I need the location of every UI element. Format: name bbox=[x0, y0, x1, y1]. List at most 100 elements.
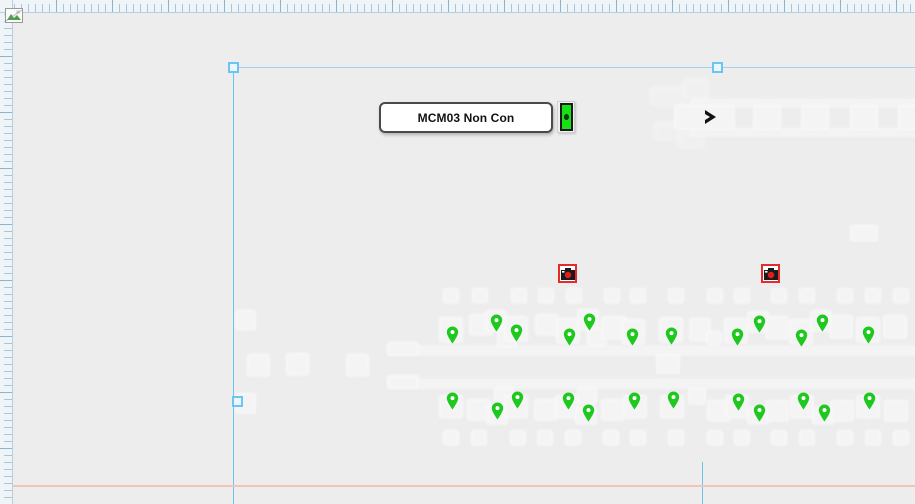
location-pin-icon[interactable] bbox=[863, 392, 876, 410]
ruler-tick bbox=[322, 4, 323, 12]
ruler-tick bbox=[0, 224, 12, 225]
ruler-tick bbox=[4, 252, 12, 253]
equipment-block bbox=[851, 226, 877, 241]
ruler-tick bbox=[833, 4, 834, 12]
location-pin-icon[interactable] bbox=[795, 329, 808, 347]
ruler-tick bbox=[896, 0, 897, 12]
status-lamp-dot bbox=[563, 114, 569, 120]
ruler-tick bbox=[4, 427, 12, 428]
ruler-tick bbox=[560, 0, 561, 12]
ruler-tick bbox=[819, 4, 820, 12]
ruler-tick bbox=[4, 217, 12, 218]
guide-left[interactable] bbox=[233, 67, 234, 504]
equipment-block bbox=[248, 355, 269, 376]
ruler-tick bbox=[882, 4, 883, 12]
ruler-tick bbox=[4, 126, 12, 127]
guide-bottom-orange[interactable] bbox=[0, 485, 915, 487]
equipment-block bbox=[472, 431, 486, 445]
ruler-tick bbox=[903, 4, 904, 12]
location-pin-icon[interactable] bbox=[753, 404, 766, 422]
selection-handle-top-right[interactable] bbox=[712, 62, 723, 73]
equipment-pad bbox=[708, 401, 730, 421]
location-pin-icon[interactable] bbox=[797, 392, 810, 410]
ruler-tick bbox=[644, 4, 645, 12]
ruler-tick bbox=[0, 448, 12, 449]
location-pin-icon[interactable] bbox=[446, 392, 459, 410]
ruler-tick bbox=[721, 4, 722, 12]
location-pin-icon[interactable] bbox=[665, 327, 678, 345]
location-pin-icon[interactable] bbox=[491, 402, 504, 420]
ruler-tick bbox=[602, 4, 603, 12]
ruler-tick bbox=[728, 0, 729, 12]
ruler-tick bbox=[378, 4, 379, 12]
equipment-pad bbox=[690, 319, 710, 341]
ruler-tick bbox=[119, 4, 120, 12]
ruler-tick bbox=[483, 4, 484, 12]
selection-handle-top-left[interactable] bbox=[228, 62, 239, 73]
ruler-tick bbox=[4, 49, 12, 50]
location-pin-icon[interactable] bbox=[583, 313, 596, 331]
location-pin-icon[interactable] bbox=[862, 326, 875, 344]
selection-handle-bottom-left[interactable] bbox=[232, 396, 243, 407]
horizontal-ruler[interactable] bbox=[0, 0, 915, 13]
equipment-pad bbox=[602, 317, 626, 339]
ruler-tick bbox=[441, 4, 442, 12]
location-pin-icon[interactable] bbox=[667, 391, 680, 409]
location-pin-icon[interactable] bbox=[563, 328, 576, 346]
equipment-block bbox=[287, 354, 308, 375]
equipment-block bbox=[604, 431, 618, 445]
ruler-tick bbox=[4, 140, 12, 141]
location-pin-icon[interactable] bbox=[818, 404, 831, 422]
ruler-tick bbox=[4, 154, 12, 155]
conveyor-rail bbox=[389, 347, 915, 355]
ruler-tick bbox=[203, 4, 204, 12]
ruler-tick bbox=[511, 4, 512, 12]
ruler-tick bbox=[4, 420, 12, 421]
camera-alarm-icon[interactable] bbox=[761, 264, 780, 283]
ruler-tick bbox=[637, 4, 638, 12]
location-pin-icon[interactable] bbox=[490, 314, 503, 332]
status-lamp[interactable] bbox=[557, 101, 575, 133]
camera-alarm-icon[interactable] bbox=[558, 264, 577, 283]
ruler-tick bbox=[287, 4, 288, 12]
equipment-block bbox=[675, 106, 703, 129]
equipment-pad bbox=[468, 400, 490, 420]
ruler-tick bbox=[273, 4, 274, 12]
location-pin-icon[interactable] bbox=[732, 393, 745, 411]
location-pin-icon[interactable] bbox=[582, 404, 595, 422]
location-pin-icon[interactable] bbox=[816, 314, 829, 332]
location-pin-icon[interactable] bbox=[626, 328, 639, 346]
ruler-tick bbox=[126, 4, 127, 12]
location-pin-icon[interactable] bbox=[628, 392, 641, 410]
ruler-tick bbox=[0, 168, 12, 169]
ruler-tick bbox=[448, 0, 449, 12]
equipment-block bbox=[706, 106, 734, 129]
location-pin-icon[interactable] bbox=[753, 315, 766, 333]
ruler-tick bbox=[4, 350, 12, 351]
ruler-tick bbox=[679, 4, 680, 12]
location-pin-icon[interactable] bbox=[731, 328, 744, 346]
ruler-tick bbox=[749, 4, 750, 12]
ruler-tick bbox=[812, 4, 813, 12]
ruler-tick bbox=[805, 4, 806, 12]
location-pin-icon[interactable] bbox=[446, 326, 459, 344]
guide-right-lower[interactable] bbox=[702, 462, 703, 504]
location-pin-icon[interactable] bbox=[511, 391, 524, 409]
vertical-ruler[interactable] bbox=[0, 0, 13, 504]
ruler-tick bbox=[861, 4, 862, 12]
ruler-tick bbox=[70, 4, 71, 12]
equipment-pad bbox=[689, 389, 705, 404]
ruler-tick bbox=[4, 308, 12, 309]
location-pin-icon[interactable] bbox=[562, 392, 575, 410]
location-pin-icon[interactable] bbox=[510, 324, 523, 342]
equipment-block bbox=[444, 431, 458, 445]
ruler-tick bbox=[581, 4, 582, 12]
ruler-tick bbox=[4, 105, 12, 106]
ruler-tick bbox=[469, 4, 470, 12]
equipment-block bbox=[899, 106, 915, 129]
guide-top[interactable] bbox=[233, 67, 915, 68]
ruler-tick bbox=[252, 4, 253, 12]
equipment-block bbox=[473, 289, 487, 303]
equipment-label[interactable]: MCM03 Non Con bbox=[379, 102, 553, 133]
